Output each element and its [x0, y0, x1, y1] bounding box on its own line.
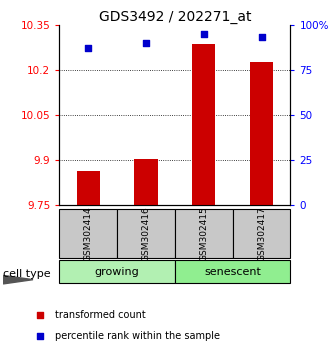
- Text: GSM302415: GSM302415: [199, 206, 208, 261]
- Text: percentile rank within the sample: percentile rank within the sample: [55, 331, 220, 341]
- Bar: [175, 209, 233, 258]
- Bar: [250, 62, 273, 205]
- Point: [85, 45, 91, 51]
- Point: [38, 312, 43, 318]
- Bar: [59, 209, 117, 258]
- Polygon shape: [3, 275, 33, 284]
- Text: GSM302414: GSM302414: [84, 206, 93, 261]
- Text: transformed count: transformed count: [55, 310, 146, 320]
- Bar: [192, 44, 215, 205]
- Point: [143, 40, 148, 46]
- Text: GSM302416: GSM302416: [142, 206, 150, 261]
- Text: cell type: cell type: [3, 269, 51, 279]
- Text: GSM302417: GSM302417: [257, 206, 266, 261]
- Bar: [233, 209, 290, 258]
- Bar: [77, 171, 100, 205]
- Point: [38, 333, 43, 339]
- Bar: [175, 260, 290, 283]
- Text: growing: growing: [95, 267, 140, 277]
- Text: senescent: senescent: [204, 267, 261, 277]
- Bar: [117, 209, 175, 258]
- Point: [201, 31, 207, 37]
- Bar: [59, 260, 175, 283]
- Bar: [135, 159, 158, 205]
- Title: GDS3492 / 202271_at: GDS3492 / 202271_at: [99, 10, 251, 24]
- Point: [259, 35, 264, 40]
